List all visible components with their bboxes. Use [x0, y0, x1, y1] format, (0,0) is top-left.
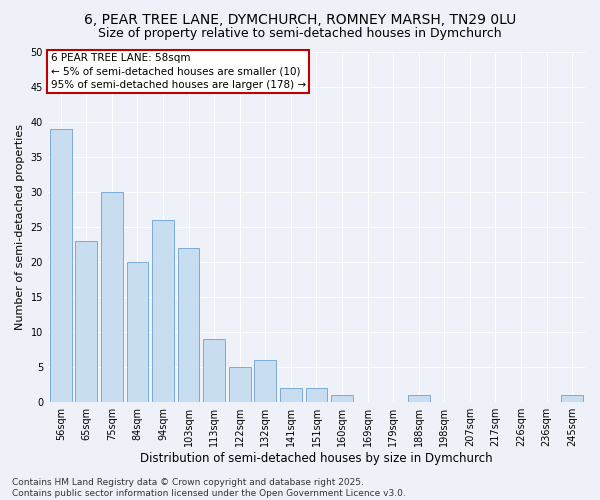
Text: 6, PEAR TREE LANE, DYMCHURCH, ROMNEY MARSH, TN29 0LU: 6, PEAR TREE LANE, DYMCHURCH, ROMNEY MAR…	[84, 12, 516, 26]
Bar	[127, 262, 148, 402]
Bar	[178, 248, 199, 402]
Bar	[331, 395, 353, 402]
Text: 6 PEAR TREE LANE: 58sqm
← 5% of semi-detached houses are smaller (10)
95% of sem: 6 PEAR TREE LANE: 58sqm ← 5% of semi-det…	[50, 54, 306, 90]
Bar	[152, 220, 174, 402]
Text: Size of property relative to semi-detached houses in Dymchurch: Size of property relative to semi-detach…	[98, 28, 502, 40]
Bar	[76, 241, 97, 402]
X-axis label: Distribution of semi-detached houses by size in Dymchurch: Distribution of semi-detached houses by …	[140, 452, 493, 465]
Bar	[101, 192, 123, 402]
Bar	[408, 395, 430, 402]
Text: Contains HM Land Registry data © Crown copyright and database right 2025.
Contai: Contains HM Land Registry data © Crown c…	[12, 478, 406, 498]
Bar	[50, 128, 71, 402]
Y-axis label: Number of semi-detached properties: Number of semi-detached properties	[15, 124, 25, 330]
Bar	[229, 367, 251, 402]
Bar	[562, 395, 583, 402]
Bar	[280, 388, 302, 402]
Bar	[305, 388, 328, 402]
Bar	[254, 360, 276, 402]
Bar	[203, 339, 225, 402]
